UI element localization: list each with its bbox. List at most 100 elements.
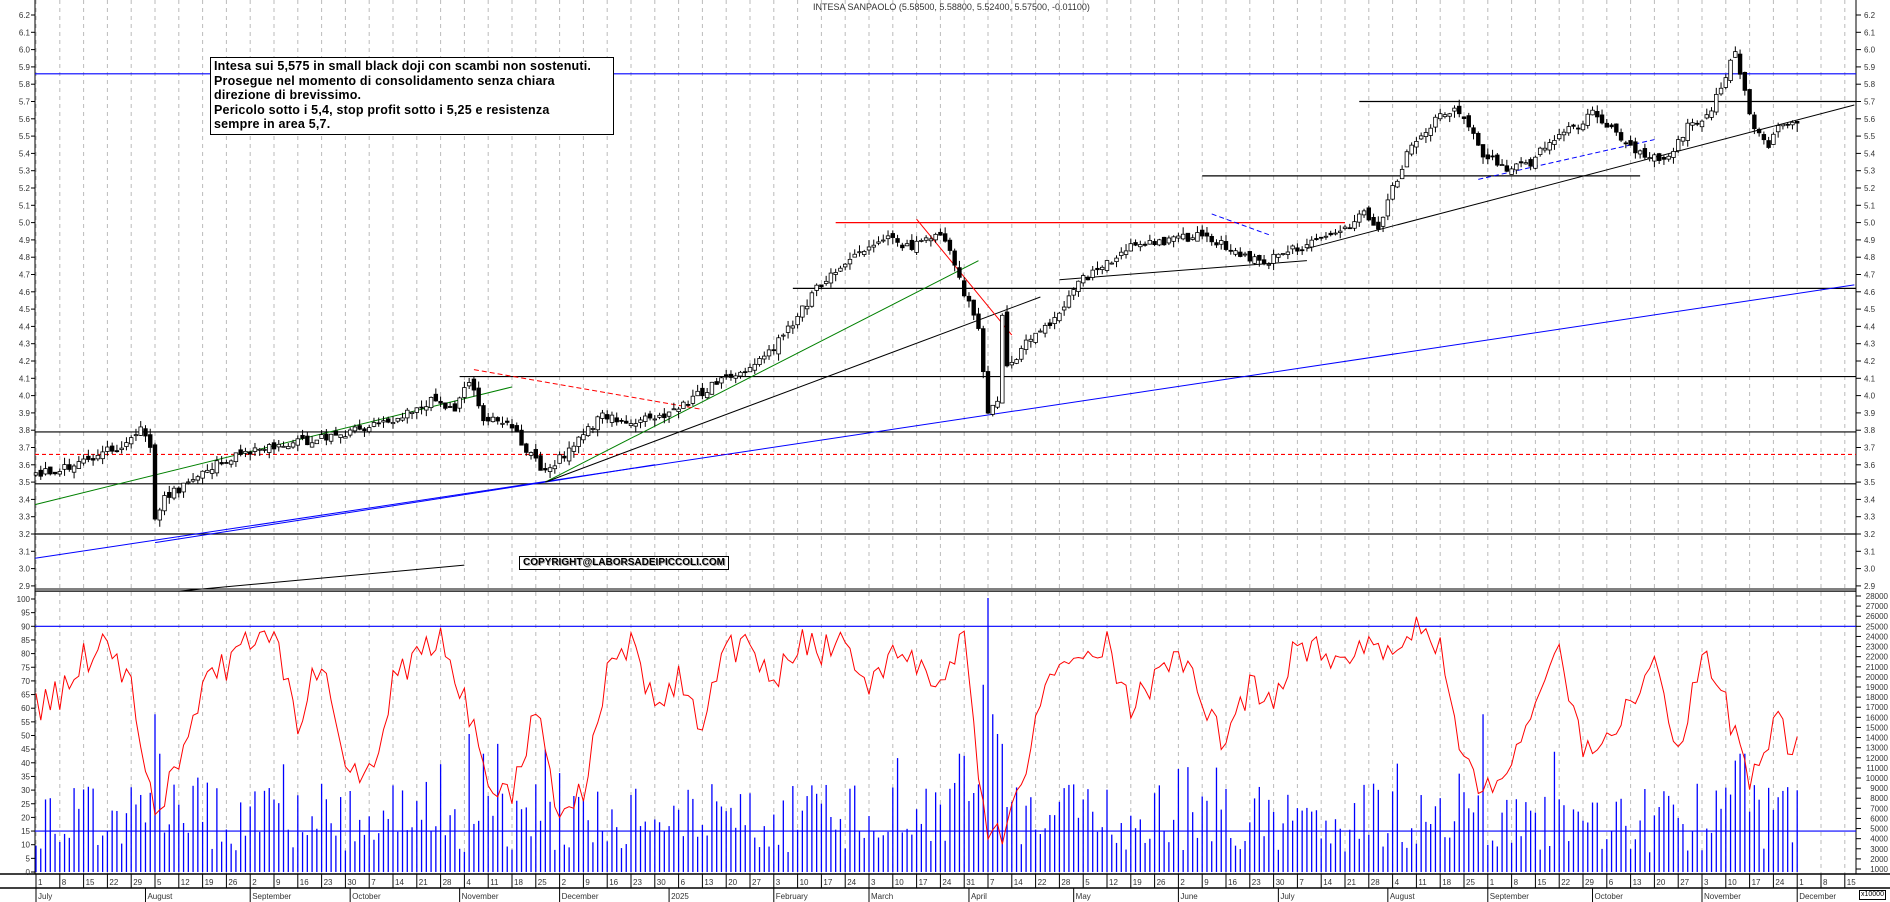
price-tick-label: 5.9 xyxy=(19,63,31,72)
price-tick-label: 3.3 xyxy=(19,513,31,522)
price-tick-label: 3.7 xyxy=(1864,444,1876,453)
candle xyxy=(766,349,772,357)
candle xyxy=(1361,210,1367,216)
oscillator-tick-label: 0 xyxy=(26,868,31,877)
candle xyxy=(1680,137,1686,142)
week-label: 9 xyxy=(276,878,281,887)
candle xyxy=(157,509,162,521)
week-label: 28 xyxy=(1061,878,1070,887)
candle xyxy=(319,434,324,439)
candle xyxy=(1142,243,1148,246)
week-label: 30 xyxy=(1276,878,1285,887)
candle xyxy=(1609,124,1614,128)
candle xyxy=(162,495,167,512)
candle xyxy=(757,358,762,365)
candle xyxy=(752,363,757,371)
week-label: 11 xyxy=(490,878,499,887)
week-label: 20 xyxy=(728,878,737,887)
candle xyxy=(1476,132,1481,146)
candle xyxy=(700,387,705,397)
candle xyxy=(424,406,429,411)
price-tick-label: 5.5 xyxy=(19,132,31,141)
candle xyxy=(471,378,477,391)
candle xyxy=(452,403,458,412)
volume-tick-label: 8000 xyxy=(1870,794,1888,803)
candle xyxy=(690,395,696,404)
week-label: 20 xyxy=(1656,878,1665,887)
candle xyxy=(386,418,391,423)
candle xyxy=(1414,140,1419,148)
candles xyxy=(33,46,1800,527)
candle xyxy=(995,400,1000,408)
month-label: September xyxy=(252,892,291,901)
candle xyxy=(638,419,643,423)
candle xyxy=(1161,236,1167,246)
price-tick-label: 4.9 xyxy=(19,236,31,245)
week-label: 15 xyxy=(1537,878,1546,887)
price-tick-label: 3.9 xyxy=(1864,409,1876,418)
candle xyxy=(1647,157,1652,159)
candle xyxy=(776,337,781,355)
price-tick-label: 2.9 xyxy=(1864,582,1876,591)
price-tick-label: 4.4 xyxy=(1864,322,1876,331)
note-line: Pericolo sotto i 5,4, stop profit sotto … xyxy=(214,102,550,117)
volume-tick-label: 23000 xyxy=(1866,643,1889,652)
candle xyxy=(1276,253,1281,258)
candle xyxy=(762,355,767,360)
candle xyxy=(1319,236,1324,239)
week-label: 17 xyxy=(823,878,832,887)
candle xyxy=(590,428,596,430)
candle xyxy=(100,451,105,460)
week-label: 18 xyxy=(1442,878,1451,887)
candle xyxy=(1333,232,1338,235)
candle xyxy=(733,375,738,379)
candle xyxy=(1656,153,1662,161)
candle xyxy=(405,409,410,419)
candle xyxy=(1299,249,1305,252)
candle xyxy=(714,381,719,385)
candle xyxy=(176,487,181,494)
candle xyxy=(1452,107,1457,112)
candle xyxy=(1528,159,1533,167)
candle xyxy=(1176,235,1181,239)
volume-tick-label: 10000 xyxy=(1866,774,1889,783)
candle xyxy=(600,412,605,419)
candle xyxy=(1771,133,1776,145)
oscillator-tick-label: 40 xyxy=(21,759,30,768)
candle xyxy=(152,444,158,520)
candle xyxy=(286,446,291,450)
chart-title: INTESA SANPAOLO (5.58500, 5.58800, 5.524… xyxy=(813,2,1090,12)
candle xyxy=(167,492,172,498)
candle xyxy=(1366,207,1371,221)
candle xyxy=(366,427,372,433)
candle xyxy=(819,284,824,288)
week-label: 19 xyxy=(1133,878,1142,887)
candle xyxy=(143,428,148,437)
candle xyxy=(1242,253,1248,256)
candle xyxy=(743,371,748,374)
price-tick-label: 6.2 xyxy=(19,11,31,20)
month-label: August xyxy=(1390,892,1416,901)
price-tick-label: 4.5 xyxy=(19,305,31,314)
candle xyxy=(1714,93,1719,113)
candle xyxy=(1104,260,1110,271)
candle xyxy=(357,425,362,430)
candle xyxy=(900,244,905,249)
candle xyxy=(1742,71,1748,91)
candle xyxy=(338,434,343,438)
oscillator-line xyxy=(35,616,1798,845)
candle xyxy=(1214,242,1219,246)
price-tick-label: 3.4 xyxy=(1864,495,1876,504)
price-tick-label: 3.8 xyxy=(19,426,31,435)
candle xyxy=(1637,150,1643,155)
candle xyxy=(1071,289,1076,296)
candle xyxy=(528,452,534,456)
price-tick-label: 3.9 xyxy=(19,409,31,418)
candle xyxy=(1795,120,1800,124)
candle xyxy=(1166,237,1172,244)
candle xyxy=(942,233,948,242)
candle xyxy=(547,467,553,472)
trend-line xyxy=(1306,104,1855,250)
candle xyxy=(1533,156,1538,169)
candle xyxy=(1342,226,1348,229)
